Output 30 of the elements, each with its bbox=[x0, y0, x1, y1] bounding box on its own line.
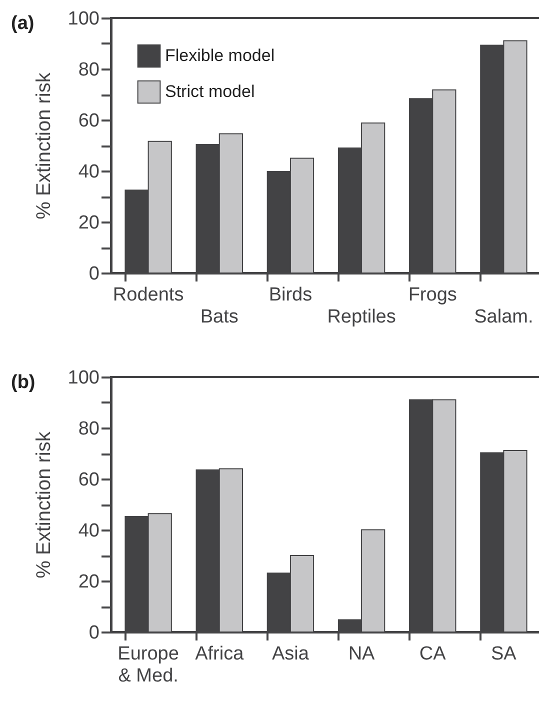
x-tick-label: Reptiles bbox=[327, 306, 396, 328]
chart-title: (a) bbox=[11, 13, 34, 34]
y-tick-label: 0 bbox=[88, 622, 100, 644]
x-tick-label: Bats bbox=[200, 306, 238, 328]
x-tick-label: NA bbox=[348, 644, 376, 664]
y-tick-label: 80 bbox=[78, 418, 100, 440]
x-tick-label: Asia bbox=[272, 644, 310, 664]
y-tick-label: 40 bbox=[78, 162, 100, 182]
x-tick-label: Birds bbox=[268, 284, 312, 306]
y-tick-label: 100 bbox=[68, 368, 100, 388]
legend-label: Strict model bbox=[165, 82, 255, 101]
chart-title: (b) bbox=[11, 372, 36, 393]
x-tick-label: Frogs bbox=[408, 284, 457, 306]
y-tick-label: 0 bbox=[88, 264, 100, 284]
y-tick-label: 100 bbox=[68, 8, 100, 30]
y-tick-label: 20 bbox=[78, 212, 100, 234]
x-tick-label: Rodents bbox=[112, 284, 184, 306]
x-tick-label: Africa bbox=[195, 644, 244, 664]
y-axis-title: % Extinction risk bbox=[32, 72, 55, 220]
x-tick-label: SA bbox=[491, 644, 517, 664]
y-axis-title: % Extinction risk bbox=[32, 430, 55, 578]
y-tick-label: 60 bbox=[78, 470, 100, 490]
y-tick-label: 20 bbox=[78, 572, 100, 592]
legend-label: Flexible model bbox=[165, 46, 275, 65]
y-tick-label: 40 bbox=[78, 520, 100, 542]
x-tick-label: Salam. bbox=[474, 306, 534, 328]
x-tick-label: CA bbox=[419, 644, 446, 664]
y-tick-label: 60 bbox=[78, 110, 100, 132]
x-tick-label: Europe & Med. bbox=[118, 644, 179, 686]
y-tick-label: 80 bbox=[78, 60, 100, 80]
